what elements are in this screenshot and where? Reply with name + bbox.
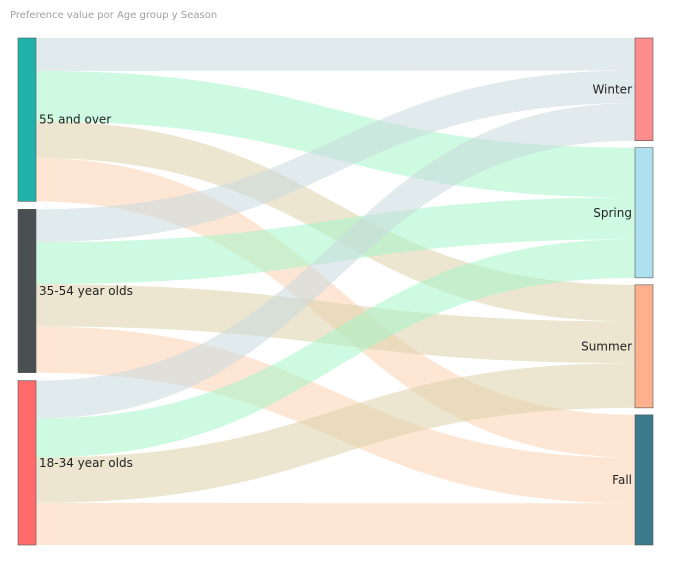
node-18-34-year-olds[interactable]: [17, 380, 37, 546]
node-55-and-over[interactable]: [17, 37, 37, 202]
node-label-18-34-year-olds: 18-34 year olds: [39, 456, 133, 470]
node-summer[interactable]: [634, 284, 654, 409]
labels-layer: 55 and over 35-54 year olds 18-34 year old…: [39, 82, 632, 487]
node-fall[interactable]: [634, 414, 654, 546]
link-18-34-year-olds-to-fall[interactable]: [36, 502, 635, 545]
links-layer: [36, 38, 635, 545]
node-label-35-54-year-olds: 35-54 year olds: [39, 284, 133, 298]
link-18-34-year-olds-to-summer[interactable]: [36, 363, 635, 503]
link-55-and-over-to-winter[interactable]: [36, 38, 635, 71]
node-35-54-year-olds[interactable]: [17, 209, 37, 373]
chart-title: Preference value por Age group y Season: [10, 10, 218, 21]
node-label-fall: Fall: [612, 473, 632, 487]
node-spring[interactable]: [634, 147, 654, 279]
node-label-55-and-over: 55 and over: [39, 113, 111, 127]
link-35-54-year-olds-to-summer[interactable]: [36, 284, 635, 364]
nodes-layer: [17, 37, 654, 546]
link-18-34-year-olds-to-winter[interactable]: [36, 103, 635, 419]
node-label-summer: Summer: [581, 339, 632, 353]
node-winter[interactable]: [634, 37, 654, 141]
link-35-54-year-olds-to-spring[interactable]: [36, 197, 635, 285]
node-label-winter: Winter: [592, 82, 632, 96]
node-label-spring: Spring: [593, 206, 632, 220]
link-18-34-year-olds-to-spring[interactable]: [36, 239, 635, 458]
link-35-54-year-olds-to-winter[interactable]: [36, 70, 635, 243]
